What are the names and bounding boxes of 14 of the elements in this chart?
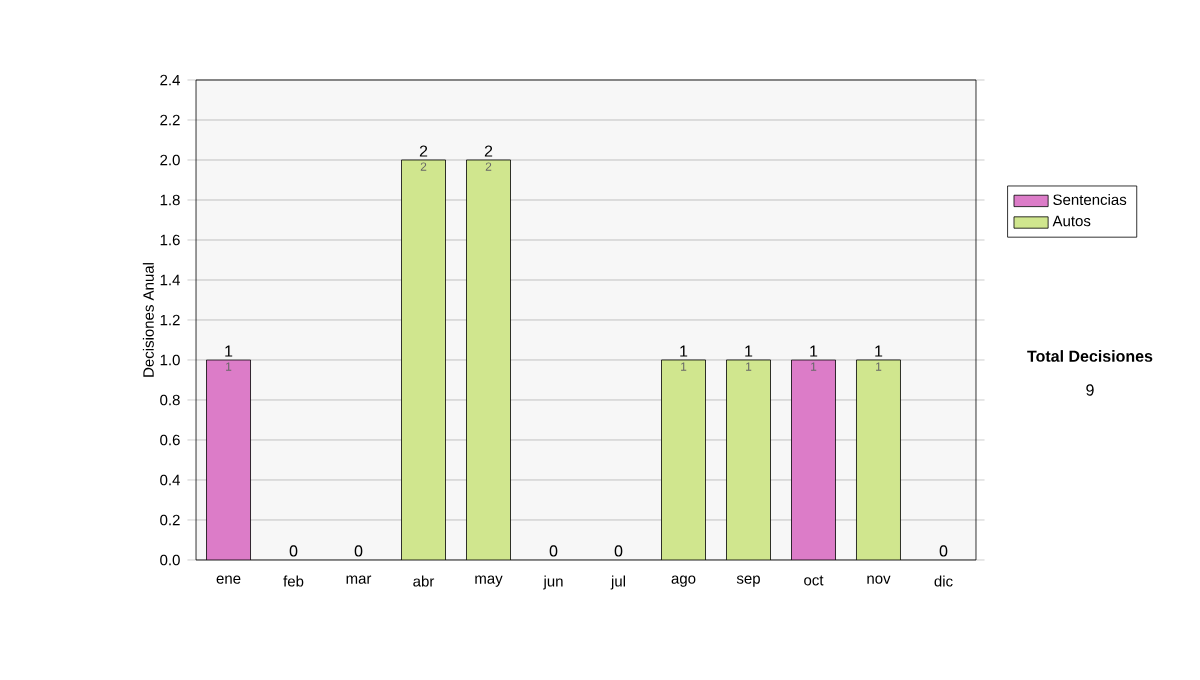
total-label: 2 [484, 145, 493, 157]
total-label: 1 [225, 345, 233, 357]
total-label: 0 [354, 545, 363, 557]
total-label: 2 [419, 145, 428, 157]
total-label: 1 [745, 345, 753, 357]
total-label: 0 [614, 545, 623, 557]
total-label: 1 [680, 345, 688, 357]
total-label: 1 [875, 345, 883, 357]
total-label: 0 [939, 545, 948, 557]
total-label: 0 [289, 545, 298, 557]
text: Total Decisiones [1027, 350, 1153, 362]
text: 9 [1086, 384, 1094, 396]
total-label: 0 [549, 545, 558, 557]
total-label: 1 [810, 345, 818, 357]
